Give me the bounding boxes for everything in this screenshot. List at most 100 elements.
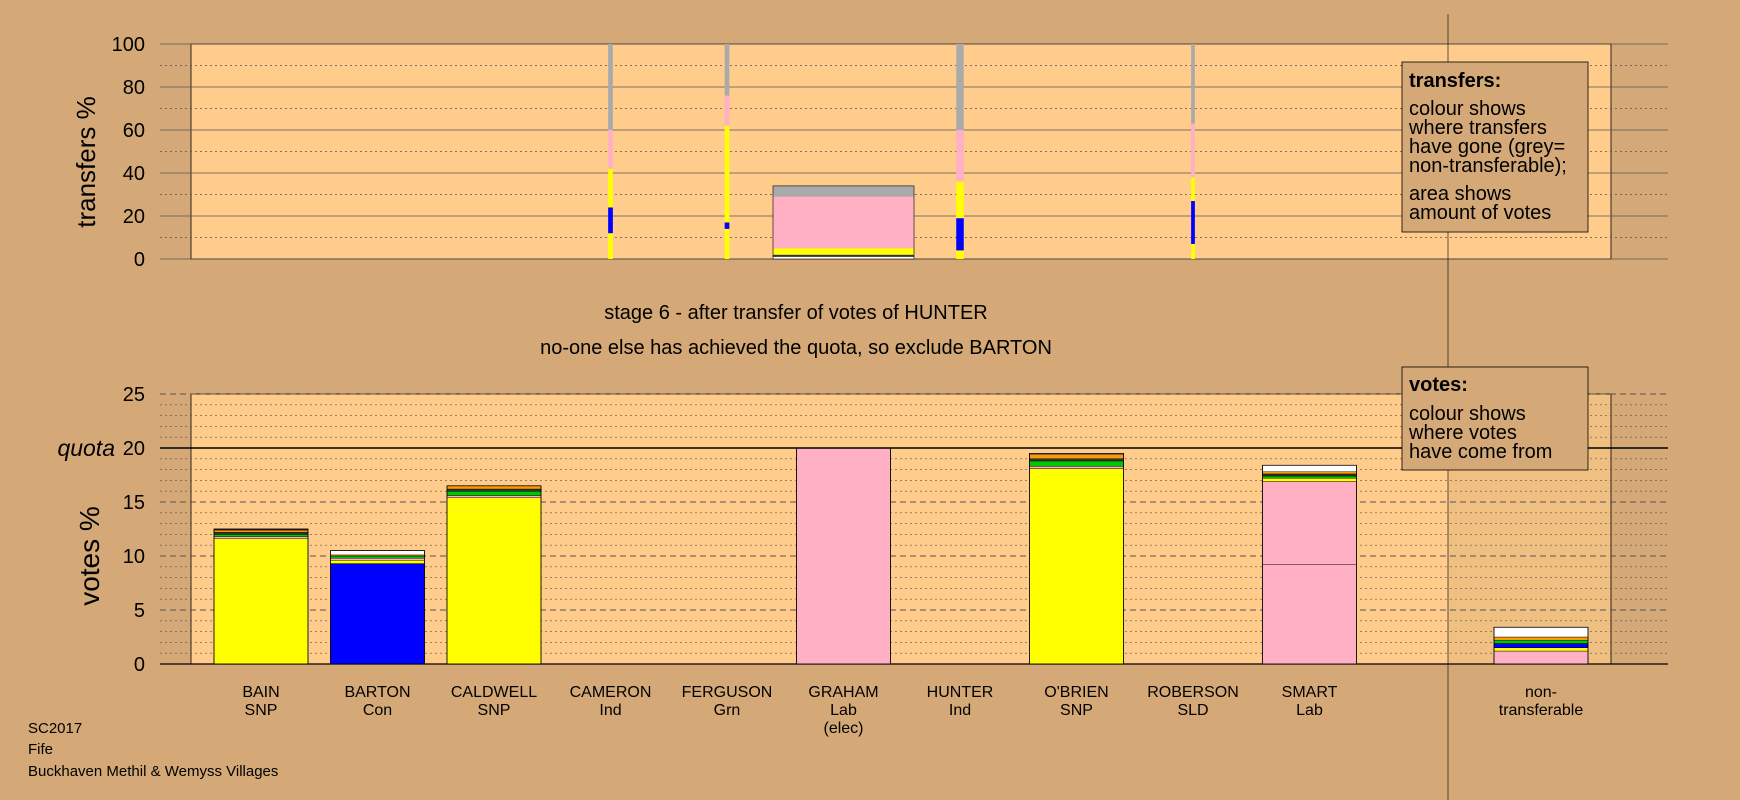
transfers-legend-line: non-transferable);	[1409, 155, 1567, 177]
vote-segment	[213, 536, 309, 539]
votes-y-tick-label: 15	[123, 492, 145, 514]
transfer-bar-outline	[772, 185, 915, 260]
stage-subtitle: no-one else has achieved the quota, so e…	[540, 337, 1052, 359]
votes-y-ticks: 0 5 10 15 20 25	[123, 384, 145, 676]
vote-segment	[1493, 627, 1589, 638]
transfers-legend-line: amount of votes	[1409, 202, 1551, 224]
candidate-party-label: SLD	[1177, 702, 1208, 719]
transfer-segment	[956, 130, 964, 182]
candidate-party-label: Lab	[1296, 702, 1323, 719]
votes-y-tick-label: 25	[123, 384, 145, 406]
vote-segment	[1029, 458, 1124, 462]
transfer-segment	[608, 207, 613, 234]
vote-segment	[1262, 471, 1357, 475]
vote-segment	[1029, 466, 1124, 469]
vote-segment	[1262, 465, 1357, 472]
transfer-segment	[724, 222, 730, 229]
vote-bar-outline	[446, 485, 542, 665]
candidate-note-label: (elec)	[823, 720, 863, 737]
vote-bar-obrien	[1029, 452, 1124, 665]
votes-legend-title: votes:	[1409, 374, 1468, 396]
vote-segment	[446, 491, 542, 496]
transfer-segment	[724, 125, 730, 223]
vote-bar-nontransferable	[1493, 626, 1589, 665]
votes-y-tick-label: 20	[123, 438, 145, 460]
nontransferable-label: non-	[1525, 684, 1557, 701]
ward-label: Buckhaven Methil & Wemyss Villages	[28, 763, 279, 780]
transfer-bar-cameron	[608, 44, 613, 259]
transfers-y-tick-label: 20	[123, 206, 145, 228]
transfer-segment	[1191, 200, 1195, 244]
transfers-y-tick-label: 40	[123, 163, 145, 185]
transfer-segment	[608, 248, 613, 259]
candidate-party-label: Lab	[830, 702, 857, 719]
vote-segment	[1493, 636, 1589, 641]
council-label: Fife	[28, 741, 54, 758]
vote-bar-outline	[1493, 626, 1589, 665]
candidate-party-label: SNP	[1060, 702, 1093, 719]
vote-segment	[446, 488, 542, 492]
votes-legend-line: colour shows	[1409, 403, 1526, 425]
vote-segment	[330, 563, 425, 665]
vote-segment	[446, 497, 542, 665]
vote-bar-outline	[213, 528, 309, 665]
vote-segment	[213, 534, 309, 537]
candidate-party-label: Ind	[599, 702, 621, 719]
candidate-name-label: O'BRIEN	[1044, 684, 1108, 701]
candidate-party-label: Ind	[949, 702, 971, 719]
transfers-bars	[608, 44, 1195, 260]
candidate-party-label: SNP	[245, 702, 278, 719]
votes-y-tick-label: 10	[123, 546, 145, 568]
vote-bar-outline	[1029, 452, 1124, 665]
vote-segment	[1262, 473, 1357, 477]
transfers-y-tick-label: 100	[112, 34, 145, 56]
transfers-y-axis-label: transfers %	[71, 96, 101, 228]
transfers-y-ticks: 0 20 40 60 80 100	[112, 34, 145, 271]
transfer-segment	[1191, 243, 1195, 259]
transfers-legend-line: where transfers	[1408, 117, 1547, 139]
candidate-name-label: CAMERON	[570, 684, 652, 701]
transfer-bar-ferguson	[724, 44, 730, 259]
vote-segment	[330, 550, 425, 556]
vote-segment	[330, 555, 425, 559]
transfers-y-tick-label: 80	[123, 77, 145, 99]
vote-segment	[1029, 460, 1124, 467]
transfers-legend-line: area shows	[1409, 183, 1511, 205]
vote-segment	[1493, 647, 1589, 652]
transfer-segment	[724, 228, 730, 259]
vote-segment	[1262, 478, 1357, 482]
votes-bars	[213, 447, 1589, 665]
candidate-party-label: Grn	[714, 702, 741, 719]
vote-segment	[1029, 468, 1124, 665]
vote-bar-graham	[796, 447, 891, 665]
vote-bar-smart	[1262, 464, 1357, 665]
transfers-legend-title: transfers:	[1409, 70, 1501, 92]
candidate-name-label: GRAHAM	[808, 684, 878, 701]
nontransferable-label: transferable	[1499, 702, 1584, 719]
vote-segment	[1262, 564, 1357, 665]
votes-y-tick-label: 5	[134, 600, 145, 622]
vote-segment	[1493, 640, 1589, 644]
transfer-segment	[773, 196, 914, 249]
vote-bar-outline	[1262, 464, 1357, 665]
votes-legend-line: where votes	[1408, 422, 1517, 444]
vote-segment	[1493, 650, 1589, 665]
transfer-bar-roberson	[1191, 44, 1195, 259]
candidate-party-label: SNP	[478, 702, 511, 719]
vote-segment	[213, 538, 309, 665]
votes-plot-area	[190, 393, 1612, 665]
transfer-segment	[608, 233, 613, 249]
transfers-legend-line: have gone (grey=	[1409, 136, 1565, 158]
vote-segment	[796, 447, 891, 665]
transfer-bar-hunter	[956, 44, 964, 259]
vote-segment	[1262, 475, 1357, 479]
transfer-segment	[773, 256, 914, 259]
election-label: SC2017	[28, 720, 83, 737]
candidate-name-label: CALDWELL	[451, 684, 537, 701]
vote-segment	[213, 532, 309, 535]
vote-segment	[446, 485, 542, 490]
transfers-legend-line: colour shows	[1409, 98, 1526, 120]
vote-segment	[1029, 454, 1124, 460]
candidate-name-label: HUNTER	[927, 684, 994, 701]
